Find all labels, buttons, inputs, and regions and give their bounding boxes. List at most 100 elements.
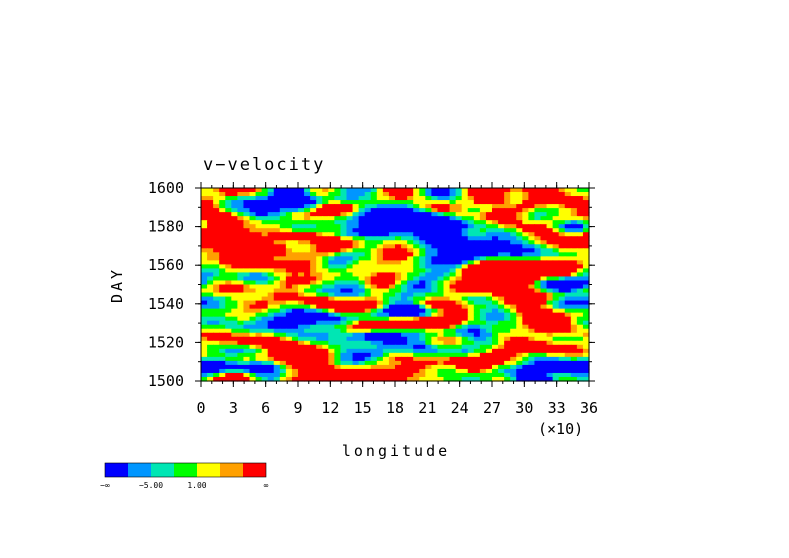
- heatmap-cell: [407, 252, 414, 257]
- heatmap-cell: [207, 288, 214, 294]
- heatmap-cell: [334, 260, 342, 265]
- heatmap-cell: [570, 280, 578, 286]
- heatmap-cell: [261, 224, 269, 229]
- heatmap-cell: [261, 288, 269, 294]
- heatmap-cell: [467, 216, 475, 221]
- heatmap-cell: [576, 292, 584, 298]
- heatmap-cell: [249, 364, 257, 370]
- heatmap-cell: [334, 228, 342, 233]
- heatmap-cell: [376, 360, 384, 366]
- heatmap-cell: [346, 224, 354, 229]
- heatmap-cell: [279, 192, 287, 197]
- heatmap-cell: [382, 364, 390, 370]
- heatmap-cell: [334, 308, 342, 314]
- heatmap-cell: [552, 284, 560, 290]
- heatmap-cell: [425, 224, 432, 229]
- heatmap-cell: [546, 360, 554, 366]
- heatmap-cell: [522, 284, 529, 290]
- heatmap-cell: [425, 280, 432, 286]
- heatmap-cell: [395, 240, 402, 245]
- heatmap-cell: [546, 364, 554, 370]
- heatmap-cell: [461, 220, 469, 225]
- heatmap-cell: [540, 320, 548, 326]
- heatmap-cell: [401, 304, 408, 310]
- heatmap-cell: [473, 204, 481, 209]
- heatmap-cell: [516, 352, 523, 358]
- heatmap-cell: [516, 236, 523, 241]
- heatmap-cell: [352, 228, 360, 233]
- heatmap-cell: [467, 252, 475, 257]
- heatmap-cell: [419, 376, 426, 382]
- heatmap-cell: [285, 308, 293, 314]
- heatmap-cell: [461, 292, 469, 298]
- heatmap-cell: [528, 316, 536, 322]
- heatmap-cell: [273, 360, 281, 366]
- heatmap-cell: [382, 208, 390, 213]
- heatmap-cell: [201, 376, 208, 382]
- heatmap-cell: [582, 296, 590, 302]
- heatmap-cell: [582, 216, 590, 221]
- x-tick-label: 36: [580, 399, 598, 417]
- heatmap-cell: [285, 316, 293, 322]
- heatmap-cell: [516, 336, 523, 342]
- heatmap-cell: [310, 200, 317, 205]
- heatmap-cell: [237, 188, 245, 193]
- heatmap-cell: [352, 252, 360, 257]
- heatmap-cell: [455, 308, 463, 314]
- heatmap-cell: [340, 256, 348, 261]
- heatmap-cell: [285, 356, 293, 362]
- heatmap-cell: [273, 264, 281, 270]
- heatmap-cell: [431, 320, 439, 326]
- heatmap-cell: [291, 196, 299, 201]
- heatmap-cell: [407, 264, 414, 270]
- heatmap-cell: [237, 244, 245, 249]
- heatmap-cell: [485, 216, 493, 221]
- heatmap-cell: [395, 336, 402, 342]
- heatmap-cell: [249, 336, 257, 342]
- heatmap-cell: [540, 372, 548, 378]
- heatmap-cell: [346, 308, 354, 314]
- heatmap-cell: [504, 372, 511, 378]
- heatmap-cell: [498, 324, 505, 330]
- heatmap-cell: [382, 256, 390, 261]
- heatmap-cell: [564, 336, 572, 342]
- heatmap-cell: [479, 260, 487, 265]
- heatmap-cell: [279, 276, 287, 282]
- heatmap-cell: [201, 284, 208, 290]
- heatmap-cell: [437, 204, 445, 209]
- heatmap-cell: [576, 204, 584, 209]
- heatmap-cell: [431, 244, 439, 249]
- heatmap-cell: [298, 372, 305, 378]
- heatmap-cell: [504, 248, 511, 253]
- heatmap-cell: [207, 376, 214, 382]
- heatmap-cell: [395, 300, 402, 306]
- heatmap-cell: [231, 328, 238, 334]
- heatmap-cell: [455, 200, 463, 205]
- heatmap-cell: [328, 200, 335, 205]
- heatmap-cell: [425, 292, 432, 298]
- heatmap-cell: [243, 340, 251, 346]
- heatmap-cell: [243, 264, 251, 270]
- heatmap-cell: [231, 264, 238, 270]
- heatmap-cell: [492, 228, 499, 233]
- heatmap-cell: [413, 252, 420, 257]
- heatmap-cell: [431, 276, 439, 282]
- heatmap-cell: [219, 232, 226, 237]
- heatmap-cell: [479, 292, 487, 298]
- heatmap-cell: [352, 316, 360, 322]
- heatmap-cell: [213, 300, 220, 306]
- heatmap-cell: [310, 244, 317, 249]
- heatmap-cell: [352, 324, 360, 330]
- heatmap-cell: [376, 280, 384, 286]
- heatmap-cell: [552, 244, 560, 249]
- heatmap-cell: [467, 312, 475, 318]
- heatmap-cell: [558, 220, 566, 225]
- heatmap-cell: [310, 272, 317, 278]
- heatmap-cell: [340, 336, 348, 342]
- heatmap-cell: [249, 284, 257, 290]
- heatmap-cell: [201, 220, 208, 225]
- heatmap-cell: [273, 200, 281, 205]
- heatmap-cell: [582, 276, 590, 282]
- heatmap-cell: [395, 264, 402, 270]
- heatmap-cell: [401, 336, 408, 342]
